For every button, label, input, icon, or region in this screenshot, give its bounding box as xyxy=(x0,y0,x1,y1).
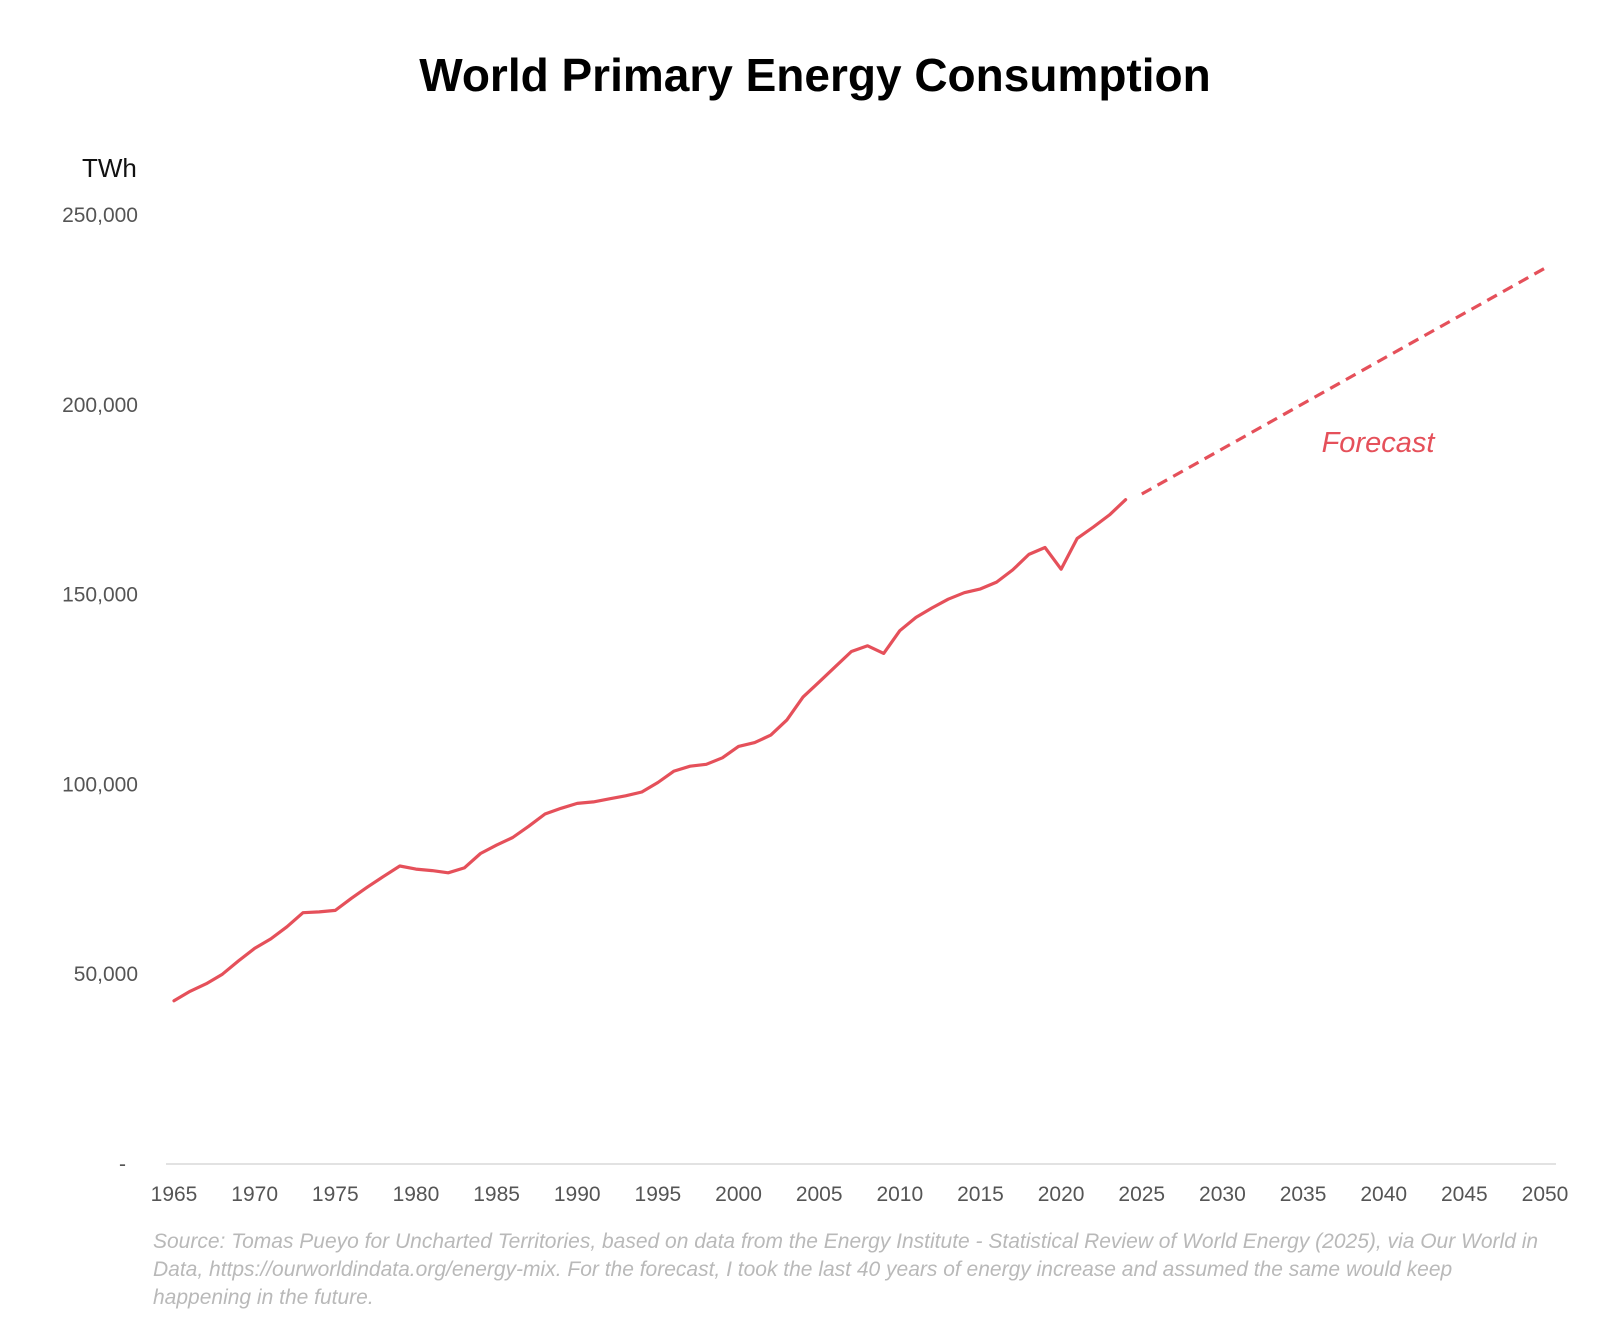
y-tick-label: - xyxy=(119,1153,126,1176)
x-tick-label: 2015 xyxy=(957,1183,1004,1206)
x-tick-label: 1975 xyxy=(312,1183,359,1206)
x-tick-label: 1980 xyxy=(393,1183,440,1206)
x-tick-label: 1990 xyxy=(554,1183,601,1206)
source-note: Source: Tomas Pueyo for Uncharted Territ… xyxy=(153,1230,1539,1309)
x-tick-label: 2050 xyxy=(1522,1183,1569,1206)
y-axis-ticks: - 50,000 100,000 150,000 200,000 250,000 xyxy=(62,204,138,1176)
y-tick-label: 250,000 xyxy=(62,204,138,227)
forecast-annotation: Forecast xyxy=(1322,427,1437,459)
x-tick-label: 1970 xyxy=(231,1183,278,1206)
chart-title: World Primary Energy Consumption xyxy=(419,49,1210,101)
x-tick-label: 1965 xyxy=(151,1183,198,1206)
series-layer xyxy=(172,266,1546,1003)
x-tick-label: 2035 xyxy=(1280,1183,1327,1206)
historical-consumption-line xyxy=(172,498,1128,1003)
y-tick-label: 150,000 xyxy=(62,584,138,607)
forecast-line xyxy=(1141,266,1546,496)
y-tick-label: 50,000 xyxy=(74,963,138,986)
x-tick-label: 1985 xyxy=(473,1183,520,1206)
x-axis-ticks: 1965 1970 1975 1980 1985 1990 1995 2000 2005 2010… xyxy=(151,1183,1569,1206)
x-tick-label: 1995 xyxy=(635,1183,682,1206)
x-tick-label: 2005 xyxy=(796,1183,843,1206)
x-tick-label: 2045 xyxy=(1441,1183,1488,1206)
x-tick-label: 2010 xyxy=(876,1183,923,1206)
y-tick-label: 200,000 xyxy=(62,394,138,417)
x-tick-label: 2020 xyxy=(1038,1183,1085,1206)
y-tick-label: 100,000 xyxy=(62,773,138,796)
x-tick-label: 2025 xyxy=(1118,1183,1165,1206)
x-tick-label: 2000 xyxy=(715,1183,762,1206)
x-tick-label: 2040 xyxy=(1360,1183,1407,1206)
x-tick-label: 2030 xyxy=(1199,1183,1246,1206)
y-axis-unit-label: TWh xyxy=(82,153,137,183)
